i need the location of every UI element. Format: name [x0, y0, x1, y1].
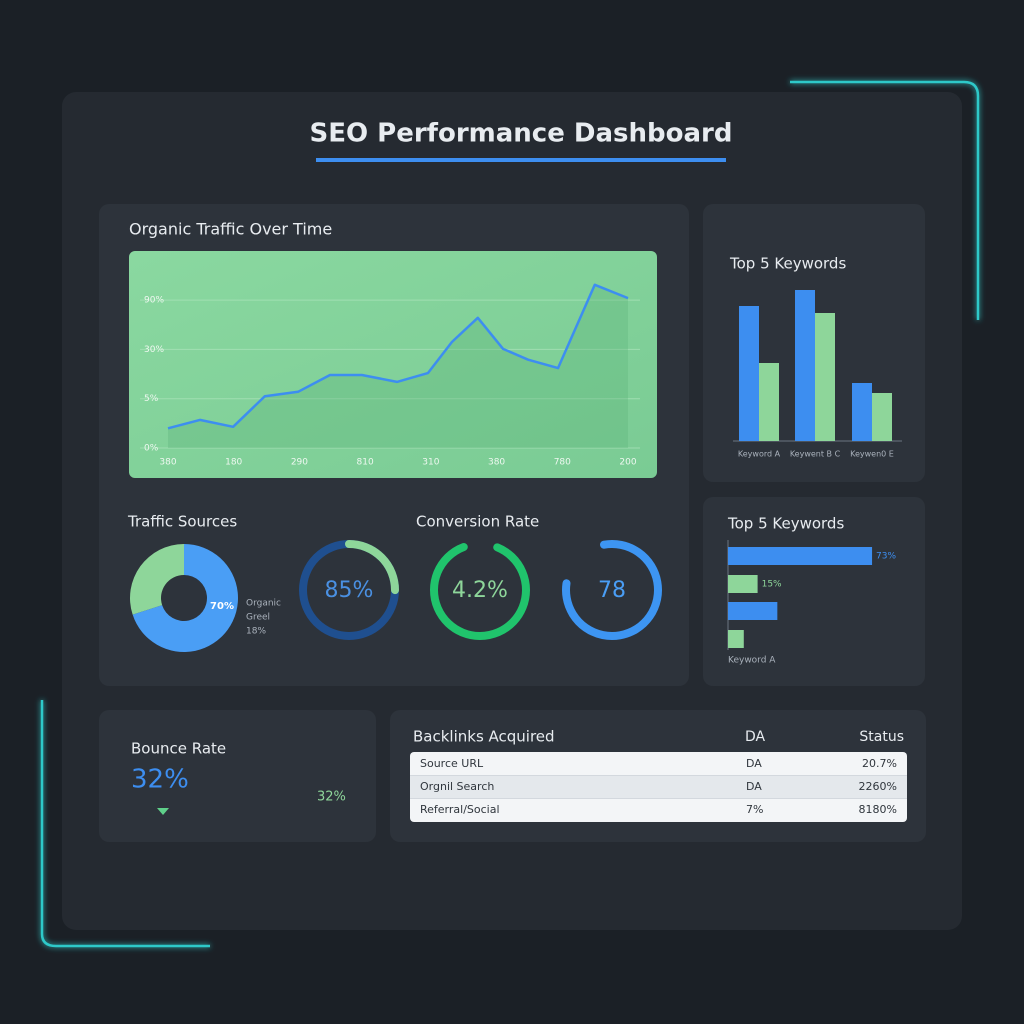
y-tick-label: 0%	[144, 444, 159, 454]
bar	[728, 575, 758, 593]
section-title: Conversion Rate	[416, 513, 539, 531]
bar	[795, 290, 815, 441]
x-tick-label: 180	[225, 458, 242, 468]
table-title: Backlinks Acquired	[413, 728, 555, 746]
x-tick-label: 290	[291, 458, 308, 468]
table-cell: 7%	[746, 803, 763, 816]
area	[168, 284, 628, 448]
data-label: 70%	[210, 601, 234, 612]
x-tick-label: Keywen0 E	[850, 450, 894, 459]
gauge-arc	[430, 540, 530, 640]
kpi-title: Bounce Rate	[131, 740, 226, 758]
page-title: SEO Performance Dashboard	[310, 119, 733, 149]
x-tick-label: 310	[422, 458, 439, 468]
table-row-band	[410, 776, 907, 799]
kpi-change: 32%	[317, 790, 346, 805]
gauge-label: 78	[598, 578, 626, 603]
table-cell: DA	[746, 780, 762, 793]
x-tick-label: 810	[357, 458, 374, 468]
legend-entry: Organic	[246, 599, 281, 609]
y-tick-label: Keyword A	[728, 656, 776, 666]
pie-slice	[132, 544, 238, 652]
plot-area	[129, 251, 657, 478]
bar	[728, 630, 744, 648]
card	[703, 497, 925, 686]
x-tick-label: 380	[488, 458, 505, 468]
bar	[728, 602, 778, 620]
data-label: 73%	[876, 552, 896, 562]
x-tick-label: 380	[159, 458, 176, 468]
x-tick-label: Keyword A	[738, 450, 781, 459]
bar	[728, 547, 873, 565]
x-tick-label: 780	[554, 458, 571, 468]
chart-title: Traffic Sources	[127, 513, 237, 531]
frame-glow	[40, 700, 210, 948]
y-tick-label: 30%	[144, 345, 164, 355]
table-header: Status	[859, 729, 904, 745]
gauge-label: 85%	[325, 578, 374, 603]
data-label: 15%	[762, 580, 782, 590]
card	[99, 710, 376, 842]
bar	[815, 313, 835, 441]
legend-entry: Greel	[246, 613, 270, 623]
chart-title: Top 5 Keywords	[727, 515, 844, 533]
bar	[739, 306, 759, 441]
table-cell: Orgnil Search	[420, 780, 494, 793]
frame-glow	[790, 80, 980, 320]
x-tick-label: 200	[619, 458, 636, 468]
y-tick-label: 5%	[144, 394, 159, 404]
dynamic-layer: 0% 5% 30% 90% 380 180 290 810 310 380 780 200 Keywor…	[129, 283, 907, 816]
chart-title: Organic Traffic Over Time	[129, 220, 332, 239]
bar	[759, 363, 779, 441]
bar	[852, 383, 872, 441]
table-cell: 2260%	[859, 780, 897, 793]
y-tick-label: 90%	[144, 296, 164, 306]
gauge-arc	[562, 540, 662, 640]
trend-arrow	[157, 808, 169, 815]
pie-slice	[129, 544, 184, 615]
table-cell: 20.7%	[862, 757, 897, 770]
title-underline	[316, 158, 726, 162]
gauge-arc	[299, 540, 399, 640]
table-cell: Source URL	[420, 757, 484, 770]
line	[167, 283, 629, 430]
x-tick-label: Keywent B C	[790, 450, 841, 459]
table-cell: DA	[746, 757, 762, 770]
table-cell: Referral/Social	[420, 803, 500, 816]
table-header: DA	[745, 729, 766, 745]
legend-entry: 18%	[246, 627, 266, 637]
table-cell: 8180%	[859, 803, 897, 816]
chart-title: Top 5 Keywords	[729, 255, 846, 273]
kpi-value: 32%	[131, 765, 189, 795]
bar	[872, 393, 892, 441]
gauge-label: 4.2%	[452, 578, 508, 603]
